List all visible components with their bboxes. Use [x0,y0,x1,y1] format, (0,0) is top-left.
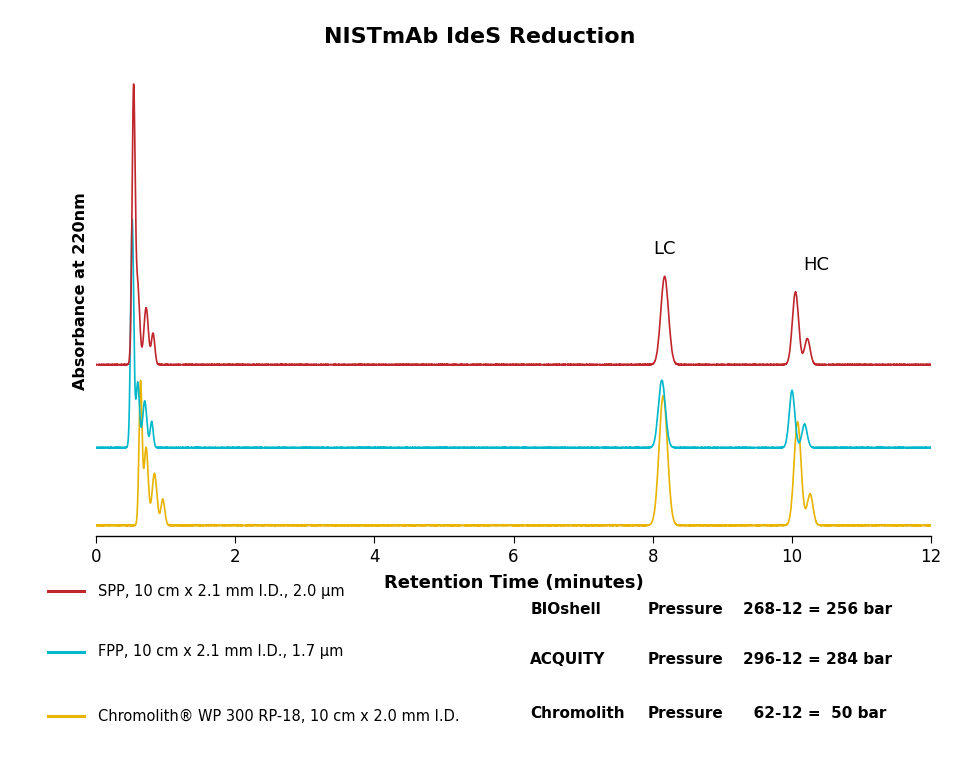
Text: NISTmAb IdeS Reduction: NISTmAb IdeS Reduction [324,27,636,46]
Text: SPP, 10 cm x 2.1 mm I.D., 2.0 μm: SPP, 10 cm x 2.1 mm I.D., 2.0 μm [98,584,345,599]
Text: Chromolith: Chromolith [530,706,625,721]
Text: 268-12 = 256 bar: 268-12 = 256 bar [743,602,893,616]
Text: LC: LC [654,240,676,258]
Text: Chromolith® WP 300 RP-18, 10 cm x 2.0 mm I.D.: Chromolith® WP 300 RP-18, 10 cm x 2.0 mm… [98,708,460,724]
Y-axis label: Absorbance at 220nm: Absorbance at 220nm [73,192,87,390]
Text: Pressure: Pressure [647,652,723,667]
Text: FPP, 10 cm x 2.1 mm I.D., 1.7 μm: FPP, 10 cm x 2.1 mm I.D., 1.7 μm [98,644,344,659]
Text: ACQUITY: ACQUITY [530,652,606,667]
Text: HC: HC [804,256,829,274]
Text: 62-12 =  50 bar: 62-12 = 50 bar [743,706,887,721]
Text: Pressure: Pressure [647,706,723,721]
Text: 296-12 = 284 bar: 296-12 = 284 bar [743,652,892,667]
Text: BIOshell: BIOshell [530,602,601,616]
Text: Pressure: Pressure [647,602,723,616]
X-axis label: Retention Time (minutes): Retention Time (minutes) [384,574,643,592]
